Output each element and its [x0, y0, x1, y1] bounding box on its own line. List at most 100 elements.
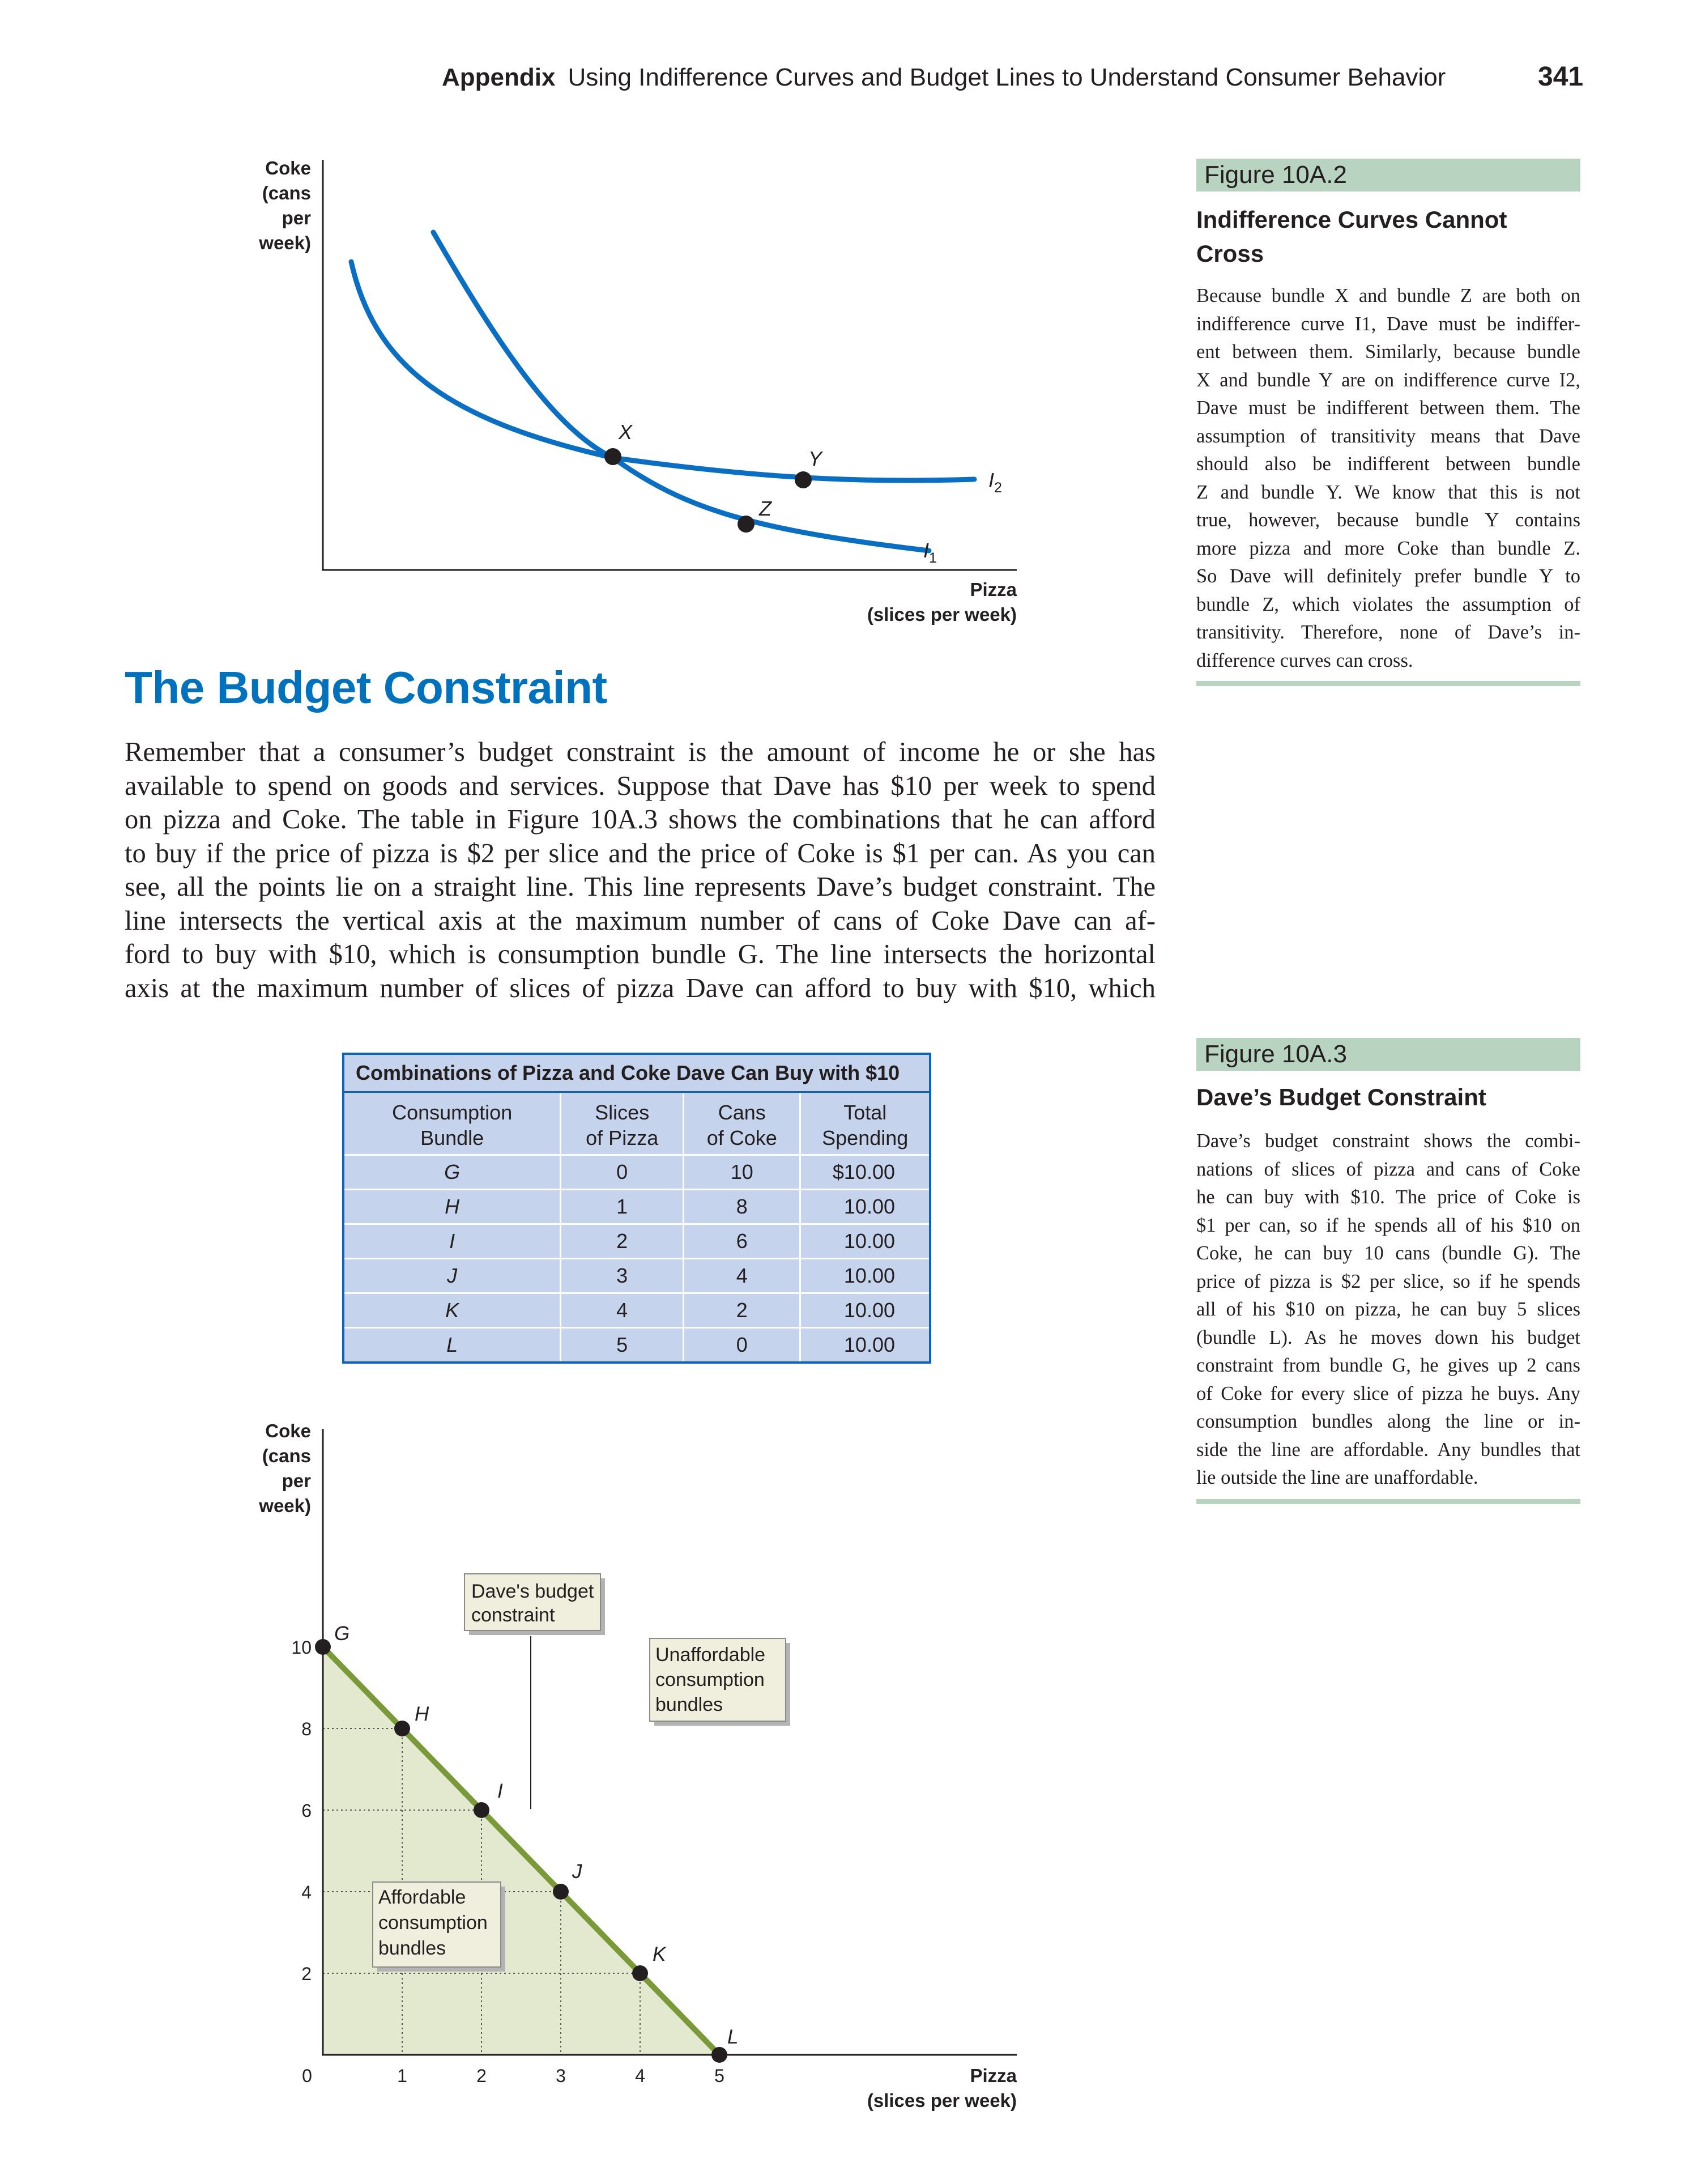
table-row: I 2 6 10.00 — [344, 1223, 929, 1259]
point-j — [553, 1884, 569, 1900]
caption-line: So Dave will definitely prefer bundle Y … — [1196, 565, 1580, 587]
y-axis-label-line: per — [282, 1470, 312, 1491]
table-row: H 1 8 10.00 — [344, 1189, 929, 1224]
table-header-cans: Cans of Coke — [683, 1093, 800, 1155]
section-heading: The Budget Constraint — [125, 662, 607, 713]
caption-line: assumption of transitivity means that Da… — [1196, 425, 1580, 447]
body-line: line intersects the vertical axis at the… — [125, 905, 1156, 936]
unaffordable-label: Unaffordable consumption bundles — [649, 1638, 790, 1726]
x-tick-label: 3 — [556, 2066, 566, 2086]
unaffordable-label-line: Unaffordable — [655, 1644, 765, 1666]
caption-line: true, however, because bundle Y contains — [1196, 509, 1580, 531]
figure-10a3-chart: Coke (cans per week) 0 1 2 3 4 5 2 4 6 8 10 Pizza … — [258, 1420, 1017, 2111]
point-i — [474, 1802, 489, 1818]
x-axis-label-line: (slices per week) — [867, 604, 1017, 625]
figure-10a2-title-line: Indifference Curves Cannot — [1196, 206, 1507, 233]
body-line: on pizza and Coke. The table in Figure 1… — [125, 804, 1156, 835]
table-title: Combinations of Pizza and Coke Dave Can … — [344, 1055, 929, 1093]
x-tick-label: 4 — [635, 2066, 645, 2086]
figure-10a3-caption: Dave’s budget constraint shows the combi… — [1196, 1127, 1580, 1492]
table-cell-slices: 5 — [560, 1327, 684, 1361]
point-h-label: H — [415, 1703, 429, 1725]
point-k — [632, 1965, 648, 1981]
caption-line: bundle Z, which violates the assumption … — [1196, 593, 1580, 615]
caption-line: more pizza and more Coke than bundle Z. — [1196, 537, 1580, 559]
table-cell-cans: 10 — [683, 1154, 800, 1190]
indifference-curve-i1 — [430, 229, 932, 554]
body-line: ford to buy with $10, which is consumpti… — [125, 939, 1156, 969]
table-cell-spending: 10.00 — [799, 1258, 929, 1293]
caption-line: Because bundle X and bundle Z are both o… — [1196, 285, 1580, 306]
figure-10a2-chart: Coke (cans per week) Pizza (slices per w… — [258, 157, 1017, 625]
figure-10a2-title: Indifference Curves Cannot Cross — [1196, 203, 1580, 271]
x-axis-label-line: Pizza — [970, 2065, 1017, 2086]
y-tick-label: 10 — [291, 1637, 312, 1658]
table-header-row: Consumption Bundle Slices of Pizza Cans of … — [344, 1093, 929, 1155]
body-line: axis at the maximum number of slices of … — [125, 973, 1156, 1003]
figure-10a3-rule — [1196, 1499, 1580, 1504]
table-cell-spending: 10.00 — [799, 1189, 929, 1224]
y-axis-label-line: per — [282, 207, 312, 228]
point-g — [315, 1639, 331, 1655]
point-y — [795, 471, 812, 488]
table-cell-bundle: L — [344, 1327, 561, 1361]
table-cell-spending: $10.00 — [799, 1154, 929, 1190]
table-cell-spending: 10.00 — [799, 1223, 929, 1259]
caption-line: (bundle L). As he moves down his budget — [1196, 1326, 1580, 1348]
table-cell-bundle: G — [344, 1154, 561, 1190]
y-tick-label: 4 — [301, 1882, 312, 1902]
body-paragraph: Remember that a consumer’s budget constr… — [125, 735, 1156, 1005]
caption-line: nations of slices of pizza and cans of C… — [1196, 1158, 1580, 1180]
caption-line: price of pizza is $2 per slice, so if he… — [1196, 1270, 1580, 1292]
caption-line: lie outside the line are unaffordable. — [1196, 1467, 1478, 1488]
figure-10a3-tag: Figure 10A.3 — [1196, 1038, 1580, 1071]
point-l-label: L — [727, 2026, 738, 2048]
running-head-section: Appendix — [442, 63, 556, 91]
table-row: L 5 0 10.00 — [344, 1327, 929, 1361]
x-axis-label-line: Pizza — [970, 579, 1017, 600]
caption-line: Z and bundle Y. We know that this is not — [1196, 481, 1580, 503]
budget-line-label: Dave's budget constraint — [464, 1573, 605, 1635]
x-tick-label: 5 — [714, 2066, 724, 2086]
y-tick-label: 2 — [301, 1964, 312, 1984]
table-cell-cans: 8 — [683, 1189, 800, 1224]
budget-label-line: constraint — [471, 1604, 555, 1626]
caption-line: X and bundle Y are on indifference curve… — [1196, 369, 1580, 391]
body-line: available to spend on goods and services… — [125, 770, 1156, 801]
table-cell-cans: 2 — [683, 1292, 800, 1328]
point-l — [711, 2047, 727, 2063]
point-x-label: X — [618, 420, 633, 444]
caption-line: Dave’s budget constraint shows the combi… — [1196, 1130, 1580, 1152]
caption-line: all of his $10 on pizza, he can buy 5 sl… — [1196, 1299, 1580, 1320]
running-head: Appendix Using Indifference Curves and Bu… — [442, 63, 1446, 92]
table-cell-bundle: J — [344, 1258, 561, 1293]
running-head-title: Using Indifference Curves and Budget Lin… — [568, 63, 1446, 91]
x-axis-label: Pizza (slices per week) — [867, 579, 1017, 625]
table-cell-slices: 0 — [560, 1154, 684, 1190]
affordable-label-line: consumption — [378, 1912, 488, 1934]
table-cell-cans: 4 — [683, 1258, 800, 1293]
y-axis-label-line: (cans — [262, 1445, 311, 1466]
table-cell-cans: 0 — [683, 1327, 800, 1361]
affordable-label-line: Affordable — [378, 1887, 466, 1908]
figure-10a2-title-line: Cross — [1196, 240, 1264, 267]
caption-line: constraint from bundle G, he gives up 2 … — [1196, 1355, 1580, 1376]
point-j-label: J — [572, 1861, 582, 1883]
point-z-label: Z — [758, 497, 772, 520]
curve-i2-label: I2 — [988, 469, 1002, 496]
caption-line: indifference curve I1, Dave must be indi… — [1196, 313, 1580, 335]
caption-line: transitivity. Therefore, none of Dave’s … — [1196, 621, 1580, 643]
point-i-label: I — [497, 1780, 503, 1802]
table-header-bundle: Consumption Bundle — [392, 1101, 513, 1150]
table-row: G 0 10 $10.00 — [344, 1154, 929, 1190]
unaffordable-label-line: consumption — [655, 1669, 765, 1691]
y-axis-label-line: Coke — [265, 1420, 311, 1441]
affordable-label-line: bundles — [378, 1938, 446, 1959]
caption-line: Dave must be indifferent between them. T… — [1196, 397, 1580, 419]
caption-line: should also be indifferent between bundl… — [1196, 453, 1580, 475]
caption-line: consumption bundles along the line or in… — [1196, 1411, 1580, 1432]
caption-line: ent between them. Similarly, because bun… — [1196, 341, 1580, 363]
indifference-curve-i2 — [348, 259, 977, 483]
caption-line: Coke, he can buy 10 cans (bundle G). The — [1196, 1242, 1580, 1264]
body-line: Remember that a consumer’s budget constr… — [125, 737, 1156, 767]
